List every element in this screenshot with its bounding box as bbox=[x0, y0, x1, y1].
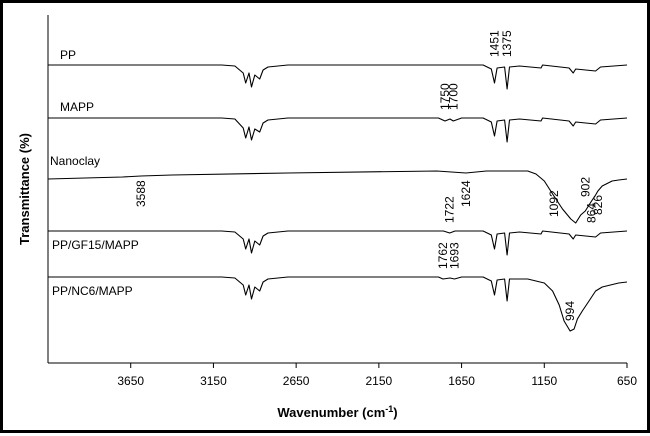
axes-group: 3650 3150 2650 2150 1650 1150 650 bbox=[47, 15, 637, 388]
series-trace bbox=[48, 230, 628, 256]
peak-annotation: 1762 bbox=[436, 242, 450, 269]
peak-annotation: 902 bbox=[578, 177, 592, 197]
series-label: MAPP bbox=[60, 100, 94, 114]
peak-annotation: 1722 bbox=[443, 196, 457, 223]
peak-annotation: 1451 bbox=[487, 30, 501, 57]
x-tick-label: 1650 bbox=[448, 374, 475, 388]
x-tick-label: 1150 bbox=[531, 374, 557, 388]
x-tick-label: 2650 bbox=[283, 374, 310, 388]
series-label: PP/NC6/MAPP bbox=[52, 284, 133, 298]
peak-annotation: 826 bbox=[591, 195, 605, 215]
peak-annotation: 1092 bbox=[547, 190, 561, 217]
series-trace bbox=[48, 117, 628, 143]
x-tick-label: 3650 bbox=[117, 374, 144, 388]
peak-annotation: 1700 bbox=[446, 83, 460, 110]
series-label: Nanoclay bbox=[50, 154, 100, 168]
peak-annotation: 864 bbox=[585, 203, 599, 223]
peak-annotation: 1375 bbox=[500, 30, 514, 57]
x-tick-label: 3150 bbox=[200, 374, 227, 388]
y-axis-title: Transmittance (%) bbox=[17, 133, 32, 245]
series-label: PP/GF15/MAPP bbox=[52, 238, 139, 252]
peak-annotation: 3588 bbox=[134, 180, 148, 207]
x-tick-label: 650 bbox=[617, 374, 637, 388]
series-label: PP bbox=[60, 48, 76, 62]
peak-annotation: 1624 bbox=[459, 180, 473, 207]
x-tick-label: 2150 bbox=[366, 374, 393, 388]
peak-annotation: 1693 bbox=[447, 242, 461, 269]
peak-annotation: 1750 bbox=[438, 83, 452, 110]
series-trace bbox=[48, 64, 628, 90]
x-axis-title: Wavenumber (cm-1) bbox=[277, 404, 397, 420]
series-trace bbox=[48, 276, 628, 332]
series-trace bbox=[47, 170, 628, 224]
peak-annotation: 994 bbox=[563, 301, 577, 321]
traces-group bbox=[47, 64, 628, 332]
